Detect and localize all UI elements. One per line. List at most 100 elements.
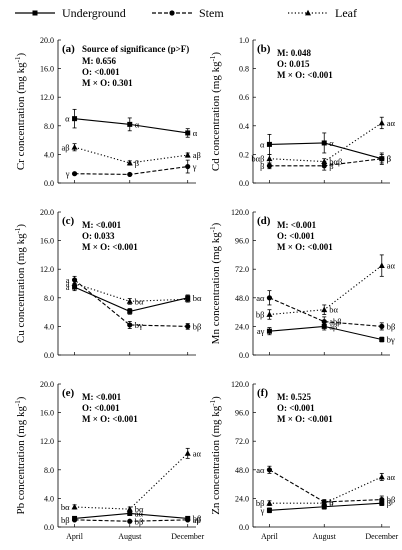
marker-circle — [127, 171, 133, 178]
y-tick-label: 0.0 — [44, 351, 54, 360]
y-tick-label: 96.0 — [235, 409, 249, 418]
marker-triangle — [378, 473, 385, 480]
significance-letter: bα — [193, 293, 202, 303]
significance-header: Source of significance (p>F) — [82, 44, 189, 54]
x-tick-label: August — [118, 532, 142, 541]
significance-letter: aα — [387, 118, 396, 128]
significance-stat: M: <0.001 — [82, 220, 122, 230]
marker-circle — [127, 518, 133, 524]
marker-circle — [127, 322, 133, 328]
y-axis-label-end: ) — [210, 52, 222, 56]
marker-circle — [379, 156, 385, 162]
x-tick-label: April — [261, 532, 279, 541]
significance-letter: aα — [135, 508, 144, 518]
significance-letter: bαβ — [251, 154, 264, 164]
series-leaf: a bα — [66, 279, 191, 306]
y-tick-label: 0.0 — [239, 523, 249, 532]
legend-label: Stem — [199, 6, 224, 20]
significance-stat: M × O: <0.001 — [82, 242, 138, 252]
legend-entry-stem: Stem — [152, 6, 224, 20]
series-line — [74, 286, 188, 312]
marker-circle — [71, 277, 78, 283]
significance-stat: M: <0.001 — [82, 392, 122, 402]
series-stem: γγ — [65, 159, 197, 179]
significance-letter: β — [387, 498, 391, 508]
significance-letter: α — [329, 138, 334, 148]
y-axis-label: Cd concentration (mg kg-1) — [209, 52, 222, 172]
significance-letter: aβ — [193, 150, 201, 160]
series-underground: aγ aβ bγ — [257, 321, 395, 344]
y-tick-label: 12.0 — [40, 437, 54, 446]
y-tick-label: 20.0 — [40, 208, 54, 217]
y-tick-label: 4.0 — [44, 150, 54, 159]
significance-stat: M × O: <0.001 — [277, 242, 333, 252]
significance-letter: γ — [192, 162, 197, 172]
marker-square — [266, 141, 272, 147]
panel-label: (e) — [62, 387, 75, 399]
significance-stat: O: <0.001 — [277, 403, 315, 413]
series-leaf: bαβ bαβ aα — [251, 116, 396, 167]
marker-square — [266, 507, 272, 513]
series-line — [269, 265, 383, 316]
significance-letter: aα — [193, 448, 202, 458]
series-underground: a bα — [66, 282, 202, 315]
y-tick-label: 120.0 — [231, 380, 249, 389]
marker-circle — [71, 171, 78, 177]
y-tick-label: 8.0 — [44, 122, 54, 131]
significance-stat: O: 0.033 — [82, 231, 115, 241]
significance-letter: bβ — [193, 321, 202, 331]
significance-letter: aβ — [61, 142, 69, 152]
significance-stat: O: <0.001 — [82, 67, 120, 77]
series-line — [74, 452, 189, 510]
panel-c: 0.0 4.0 8.0 12.0 16.0 20.0 Cu concentration (m… — [14, 208, 202, 360]
significance-letter: β — [135, 158, 139, 168]
significance-letter: bα — [61, 502, 70, 512]
significance-letter: bβ — [256, 498, 265, 508]
significance-letter: bγ — [135, 320, 143, 330]
significance-letter: b — [329, 497, 333, 507]
y-axis-label-main: Zn concentration (mg kg — [210, 405, 222, 515]
marker-triangle — [305, 9, 311, 16]
significance-letter: aα — [387, 261, 396, 271]
y-axis-label-end: ) — [210, 222, 222, 226]
y-axis-label-unit-exp: -1 — [209, 399, 217, 405]
marker-circle — [379, 496, 385, 503]
y-axis-label: Zn concentration (mg kg-1) — [209, 396, 222, 515]
significance-letter: aβ — [329, 321, 337, 331]
marker-triangle — [71, 144, 78, 150]
significance-letter: bβ — [387, 321, 396, 331]
x-tick-label: December — [365, 532, 398, 541]
significance-letter: a — [66, 275, 70, 285]
y-axis-label-main: Cd concentration (mg kg — [210, 61, 222, 171]
marker-square — [321, 504, 327, 510]
marker-circle — [266, 467, 273, 473]
significance-letter: bα — [329, 305, 338, 315]
y-axis-label-main: Cu concentration (mg kg — [15, 233, 27, 343]
significance-letter: b — [329, 498, 333, 508]
y-axis-label: Cr concentration (mg kg-1) — [14, 52, 27, 170]
y-tick-label: 0.0 — [44, 523, 54, 532]
panel-b: 0.0 0.2 0.4 0.6 0.8 1.0 Cd concentration (mg k… — [209, 36, 396, 188]
marker-triangle — [71, 280, 78, 286]
significance-letter: α — [260, 139, 265, 149]
significance-stat: M: 0.656 — [82, 56, 116, 66]
significance-letter: bα — [135, 504, 144, 514]
panel-label: (f) — [257, 387, 268, 399]
y-tick-label: 1.0 — [239, 36, 249, 45]
y-axis-label-end: ) — [210, 396, 222, 400]
panel-label: (b) — [257, 43, 271, 55]
marker-square — [72, 284, 78, 290]
y-tick-label: 0.2 — [239, 150, 249, 159]
y-tick-label: 48.0 — [235, 294, 249, 303]
marker-triangle — [321, 499, 328, 506]
marker-circle — [266, 163, 273, 169]
y-tick-label: 0.6 — [239, 93, 249, 102]
significance-letter: aγ — [257, 326, 265, 336]
y-tick-label: 0.0 — [239, 179, 249, 188]
legend-entry-leaf: Leaf — [288, 6, 357, 20]
significance-letter: bβ — [256, 309, 265, 319]
significance-letter: aα — [256, 293, 265, 303]
significance-letter: γ — [260, 505, 265, 515]
marker-triangle — [126, 159, 133, 166]
significance-letter: aβ — [193, 515, 201, 525]
